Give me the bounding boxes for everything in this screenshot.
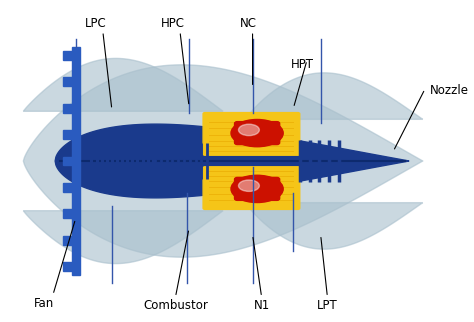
Bar — [63, 77, 72, 86]
Polygon shape — [23, 65, 423, 257]
Ellipse shape — [231, 175, 283, 203]
Bar — [63, 156, 72, 166]
Bar — [63, 262, 72, 271]
Bar — [63, 236, 72, 245]
Text: LPT: LPT — [317, 299, 338, 312]
Text: Nozzle: Nozzle — [429, 84, 469, 97]
Bar — [72, 47, 80, 275]
FancyBboxPatch shape — [235, 177, 280, 200]
Bar — [63, 183, 72, 192]
FancyBboxPatch shape — [235, 122, 280, 145]
Text: Fan: Fan — [34, 297, 54, 310]
Ellipse shape — [238, 124, 259, 136]
Text: NC: NC — [239, 17, 256, 30]
Text: LPC: LPC — [85, 17, 107, 30]
Polygon shape — [23, 58, 223, 111]
Ellipse shape — [231, 119, 283, 147]
Text: N1: N1 — [254, 299, 270, 312]
Ellipse shape — [238, 180, 259, 191]
Text: Combustor: Combustor — [143, 299, 208, 312]
FancyBboxPatch shape — [203, 113, 300, 155]
Polygon shape — [246, 203, 423, 249]
Polygon shape — [55, 124, 409, 198]
Polygon shape — [23, 211, 223, 264]
Bar — [63, 51, 72, 60]
Bar — [63, 209, 72, 218]
Polygon shape — [246, 73, 423, 119]
FancyBboxPatch shape — [203, 167, 300, 209]
Bar — [63, 104, 72, 113]
Text: HPT: HPT — [291, 58, 314, 71]
Bar — [63, 130, 72, 139]
Text: HPC: HPC — [161, 17, 185, 30]
